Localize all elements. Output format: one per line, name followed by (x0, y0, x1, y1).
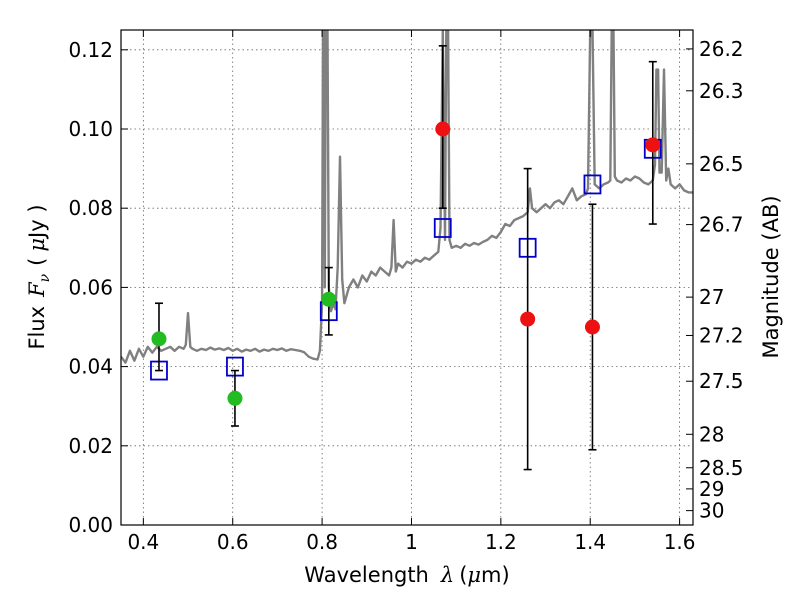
y-tick-label: 0.00 (68, 513, 113, 537)
mag-tick-label: 29 (699, 477, 724, 501)
mag-tick-label: 30 (699, 499, 724, 523)
y-tick-label: 0.02 (68, 434, 113, 458)
x-tick-label: 0.8 (306, 530, 338, 554)
spectrum-line (121, 30, 693, 364)
grid-lines (121, 30, 693, 526)
mag-tick-label: 28.5 (699, 456, 744, 480)
x-tick-label: 1.6 (664, 530, 696, 554)
model-point (583, 174, 602, 195)
red-data-point (584, 319, 600, 335)
green-data-point (227, 390, 243, 406)
mag-tick-label: 26.2 (699, 37, 744, 61)
axis-ticks: 0.4 0.6 0.8 1 1.2 1.4 1.6 0.00 0.02 0.04 0.06 0.08 0… (68, 30, 744, 554)
red-data-point (435, 121, 451, 137)
series-group (121, 30, 693, 471)
mag-tick-label: 27.2 (699, 323, 744, 347)
axes-frame (120, 29, 694, 526)
x-tick-label: 1 (405, 530, 418, 554)
mag-tick-label: 27.5 (699, 369, 744, 393)
y-tick-label: 0.12 (68, 38, 113, 62)
y-tick-label: 0.06 (68, 275, 113, 299)
red-data-point (520, 311, 536, 327)
y-tick-label: 0.08 (68, 196, 113, 220)
y-tick-label: 0.04 (68, 355, 113, 379)
green-data-point (321, 291, 337, 307)
x-tick-label: 0.4 (127, 530, 159, 554)
plot-area (121, 30, 693, 471)
mag-tick-label: 26.5 (699, 152, 744, 176)
mag-tick-label: 27 (699, 285, 724, 309)
y-tick-label: 0.10 (68, 117, 113, 141)
x-tick-label: 1.2 (485, 530, 517, 554)
red-data-point (645, 137, 661, 153)
mag-tick-label: 26.7 (699, 213, 744, 237)
model-point (433, 218, 452, 238)
x-tick-label: 1.4 (574, 530, 606, 554)
y-axis-label: FluxFν(μJy ) (25, 204, 53, 349)
secondary-y-axis-label: Magnitude (AB) (759, 195, 783, 358)
mag-tick-label: 28 (699, 422, 724, 446)
x-tick-label: 0.6 (217, 530, 249, 554)
mag-tick-label: 26.3 (699, 79, 744, 103)
green-data-point (151, 331, 167, 347)
x-axis-label: Wavelength λ (μm) (304, 563, 509, 587)
